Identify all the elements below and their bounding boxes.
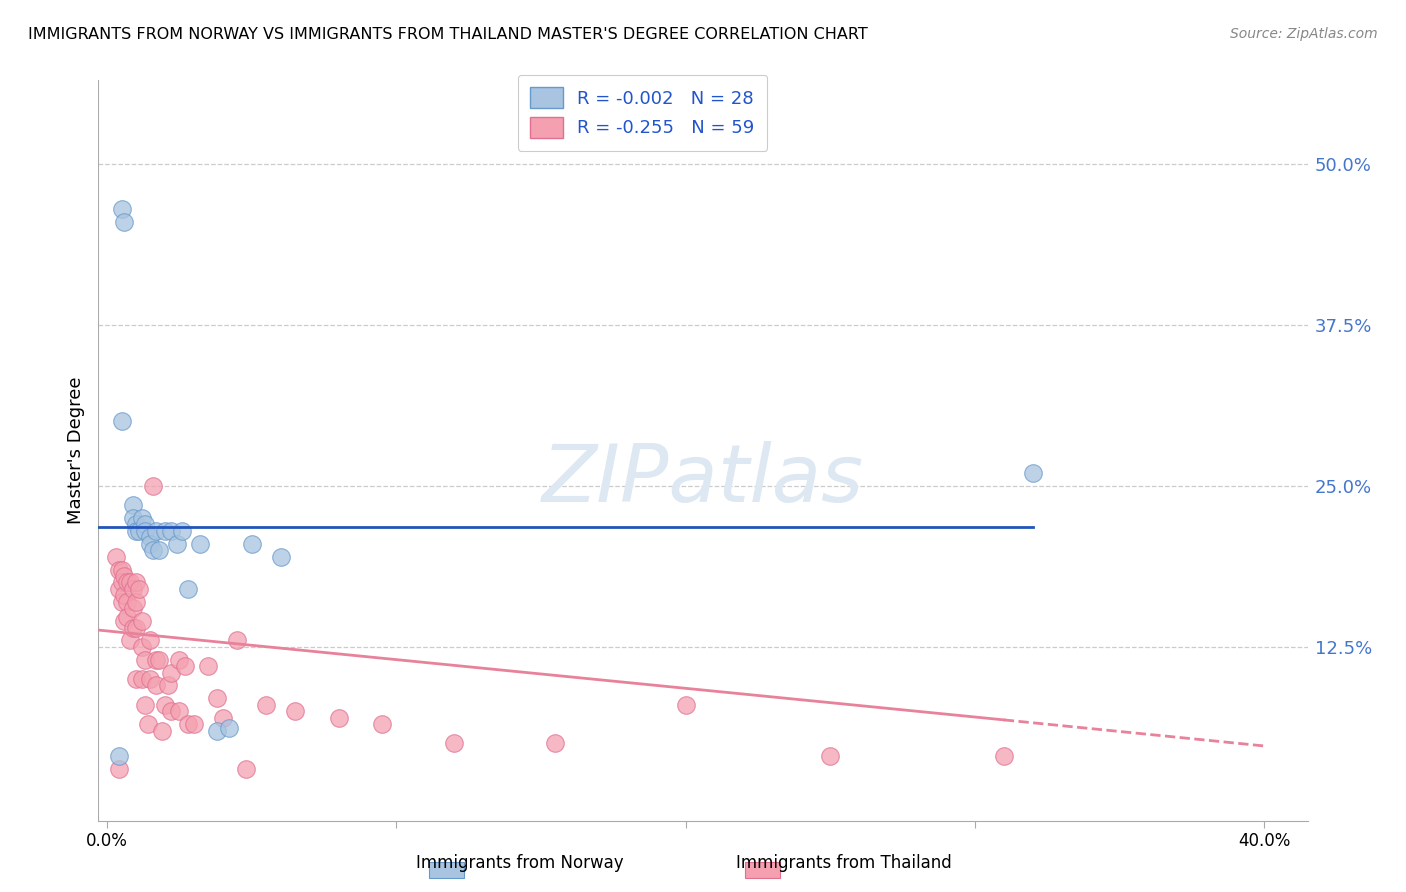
Point <box>110 563 132 577</box>
Point <box>142 543 165 558</box>
Point <box>443 736 465 750</box>
Point <box>159 704 181 718</box>
Y-axis label: Master's Degree: Master's Degree <box>66 376 84 524</box>
Point <box>107 749 129 764</box>
Point <box>120 575 142 590</box>
Point <box>166 537 188 551</box>
Point <box>107 762 129 776</box>
Point <box>122 511 145 525</box>
Point <box>145 524 167 538</box>
Point <box>110 595 132 609</box>
Point <box>107 563 129 577</box>
Point <box>139 537 162 551</box>
Point <box>104 549 127 564</box>
Point <box>114 588 136 602</box>
Point <box>993 749 1015 764</box>
Point <box>150 723 173 738</box>
Point <box>125 575 148 590</box>
Point <box>139 530 162 544</box>
Point <box>110 575 132 590</box>
Point <box>114 569 136 583</box>
Point <box>145 653 167 667</box>
Text: IMMIGRANTS FROM NORWAY VS IMMIGRANTS FROM THAILAND MASTER'S DEGREE CORRELATION C: IMMIGRANTS FROM NORWAY VS IMMIGRANTS FRO… <box>28 27 868 42</box>
Point <box>169 704 191 718</box>
Point <box>145 678 167 692</box>
Point <box>117 595 139 609</box>
Point <box>226 633 249 648</box>
Point <box>211 711 233 725</box>
Legend: R = -0.002   N = 28, R = -0.255   N = 59: R = -0.002 N = 28, R = -0.255 N = 59 <box>517 75 768 151</box>
Point <box>134 653 156 667</box>
Point <box>153 698 176 712</box>
Point <box>139 633 162 648</box>
Point <box>183 717 205 731</box>
Point <box>675 698 697 712</box>
Point <box>125 595 148 609</box>
Point <box>110 415 132 429</box>
Text: Immigrants from Norway: Immigrants from Norway <box>416 855 624 872</box>
Point <box>177 717 200 731</box>
Point <box>1022 466 1045 480</box>
Point <box>284 704 307 718</box>
Point <box>159 665 181 680</box>
Point <box>131 614 153 628</box>
Point <box>177 582 200 596</box>
Point <box>122 620 145 634</box>
Point <box>125 524 148 538</box>
Point <box>188 537 211 551</box>
Point <box>125 672 148 686</box>
Point <box>114 215 136 229</box>
Text: Source: ZipAtlas.com: Source: ZipAtlas.com <box>1230 27 1378 41</box>
Point <box>122 582 145 596</box>
Point <box>110 202 132 216</box>
Point <box>254 698 277 712</box>
Point <box>270 549 292 564</box>
Point <box>117 575 139 590</box>
Point <box>169 653 191 667</box>
Point <box>218 721 240 735</box>
Point <box>153 524 176 538</box>
Point <box>142 479 165 493</box>
Point <box>139 672 162 686</box>
Point <box>134 698 156 712</box>
Text: Immigrants from Thailand: Immigrants from Thailand <box>735 855 952 872</box>
Point <box>172 524 194 538</box>
Point <box>371 717 394 731</box>
Point <box>205 691 228 706</box>
Point <box>131 511 153 525</box>
Point <box>159 524 181 538</box>
Point <box>122 498 145 512</box>
Text: ZIPatlas: ZIPatlas <box>541 441 865 519</box>
Point <box>122 601 145 615</box>
Point <box>136 717 159 731</box>
Point <box>544 736 567 750</box>
Point <box>240 537 263 551</box>
Point <box>328 711 350 725</box>
Point <box>156 678 179 692</box>
Point <box>134 517 156 532</box>
Point <box>107 582 129 596</box>
Point <box>128 524 150 538</box>
Point <box>125 517 148 532</box>
Point <box>134 524 156 538</box>
Point <box>125 620 148 634</box>
Point <box>114 614 136 628</box>
Point <box>235 762 257 776</box>
Point <box>148 543 170 558</box>
Point <box>148 653 170 667</box>
Point <box>174 659 197 673</box>
Point <box>120 633 142 648</box>
Point <box>128 582 150 596</box>
Point <box>197 659 219 673</box>
Point <box>117 610 139 624</box>
Point <box>131 672 153 686</box>
Point <box>820 749 842 764</box>
Point <box>131 640 153 654</box>
Point <box>205 723 228 738</box>
